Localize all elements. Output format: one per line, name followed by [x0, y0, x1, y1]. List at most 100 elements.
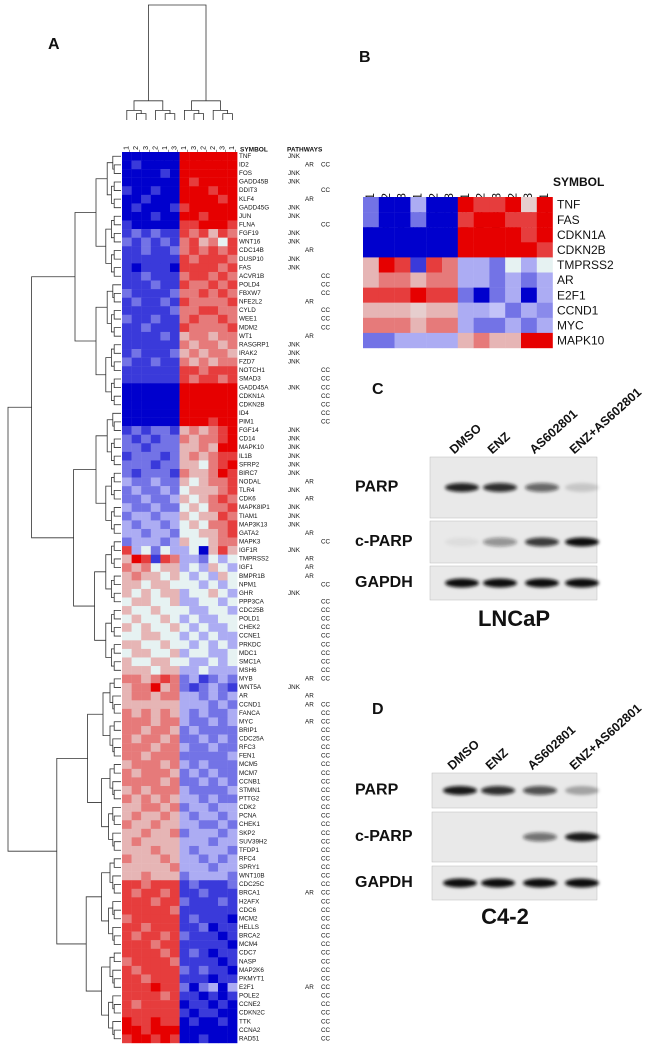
pathway-tag: CC	[321, 975, 331, 982]
heatmap-cell	[150, 203, 161, 213]
heatmap-cell	[208, 486, 219, 495]
gene-symbol: CCNE2	[239, 1001, 261, 1008]
heatmap-cell	[218, 811, 228, 821]
heatmap-cell	[227, 768, 238, 778]
heatmap-cell	[536, 317, 553, 334]
heatmap-cell	[141, 743, 151, 752]
dendrogram-branch	[113, 421, 121, 431]
heatmap-cell	[170, 383, 180, 393]
heatmap-cell	[141, 923, 151, 932]
heatmap-cell	[131, 563, 142, 572]
heatmap-cell	[218, 623, 228, 632]
heatmap-cell	[170, 631, 180, 641]
heatmap-cell	[170, 451, 180, 461]
heatmap-cell	[160, 820, 171, 830]
heatmap-cell	[457, 317, 474, 334]
heatmap-cell	[160, 965, 171, 975]
heatmap-cell	[122, 580, 132, 590]
dendrogram-branch	[113, 361, 121, 371]
heatmap-cell	[179, 152, 190, 161]
heatmap-cell	[227, 1034, 238, 1044]
heatmap-cell	[141, 528, 151, 538]
pathway-tag: CC	[321, 727, 331, 734]
heatmap-cell	[131, 743, 142, 752]
blot-label: GAPDH	[355, 574, 413, 591]
dendrogram-branch	[113, 310, 121, 320]
heatmap-cell	[122, 271, 132, 281]
heatmap-cell	[141, 571, 151, 581]
heatmap-cell	[170, 614, 180, 624]
heatmap-cell	[198, 349, 209, 358]
heatmap-cell	[227, 708, 238, 718]
heatmap-cell	[122, 537, 132, 547]
pathway-tag: CC	[321, 1010, 331, 1017]
heatmap-cell	[150, 194, 161, 204]
heatmap-cell	[170, 400, 180, 410]
heatmap-cell	[122, 1017, 132, 1027]
heatmap-cell	[198, 546, 209, 555]
heatmap-cell	[218, 897, 228, 907]
heatmap-cell	[122, 306, 132, 315]
heatmap-cell	[141, 186, 151, 196]
heatmap-cell	[131, 606, 142, 615]
heatmap-cell	[179, 871, 190, 881]
heatmap-cell	[141, 820, 151, 830]
heatmap-cell	[170, 211, 180, 221]
heatmap-cell	[150, 383, 161, 393]
pathway-tag: AR	[305, 718, 314, 725]
heatmap-cell	[141, 314, 151, 324]
heatmap-cell	[150, 880, 161, 889]
heatmap-cell	[218, 683, 228, 692]
pathway-tag: CC	[321, 804, 331, 811]
heatmap-cell	[179, 914, 190, 924]
heatmap-cell	[131, 837, 142, 847]
heatmap-cell	[198, 1017, 209, 1027]
heatmap-cell	[218, 768, 228, 778]
heatmap-cell	[198, 914, 209, 924]
heatmap-cell	[473, 197, 490, 213]
gene-symbol: GHR	[239, 590, 253, 597]
gene-symbol: CDC25B	[239, 607, 264, 614]
heatmap-cell	[122, 897, 132, 907]
dendrogram-branch	[109, 725, 115, 746]
heatmap-cell	[131, 520, 142, 530]
heatmap-cell	[160, 974, 171, 984]
heatmap-cell	[131, 409, 142, 418]
pathway-tag: CC	[321, 598, 331, 605]
heatmap-cell	[179, 905, 190, 915]
heatmap-cell	[227, 331, 238, 341]
heatmap-cell	[160, 794, 171, 804]
heatmap-cell	[150, 306, 161, 315]
heatmap-cell	[131, 1034, 142, 1044]
heatmap-cell	[170, 468, 180, 478]
heatmap-cell	[198, 426, 209, 435]
heatmap-cell	[208, 297, 219, 307]
heatmap-cell	[122, 828, 132, 838]
heatmap-cell	[189, 314, 199, 324]
heatmap-cell	[227, 1025, 238, 1035]
heatmap-cell	[189, 717, 199, 727]
pathway-tag: JNK	[288, 684, 301, 691]
heatmap-cell	[198, 246, 209, 256]
heatmap-cell	[141, 237, 151, 247]
heatmap-cell	[170, 254, 180, 264]
heatmap-cell	[150, 160, 161, 170]
heatmap-cell	[227, 246, 238, 256]
heatmap-cell	[189, 503, 199, 513]
dendrogram-branch	[113, 592, 121, 603]
pathway-tag: AR	[305, 693, 314, 700]
heatmap-cell	[189, 888, 199, 898]
heatmap-cell	[141, 331, 151, 341]
heatmap-cell	[198, 434, 209, 444]
pathway-tag: CC	[321, 616, 331, 623]
heatmap-cell	[170, 777, 180, 787]
heatmap-cell	[122, 468, 132, 478]
heatmap-cell	[170, 708, 180, 718]
heatmap-cell	[160, 383, 171, 393]
heatmap-cell	[198, 940, 209, 949]
heatmap-cell	[150, 271, 161, 281]
heatmap-cell	[218, 468, 228, 478]
dendrogram-branch	[113, 232, 121, 243]
heatmap-cell	[227, 271, 238, 281]
heatmap-cell	[179, 708, 190, 718]
